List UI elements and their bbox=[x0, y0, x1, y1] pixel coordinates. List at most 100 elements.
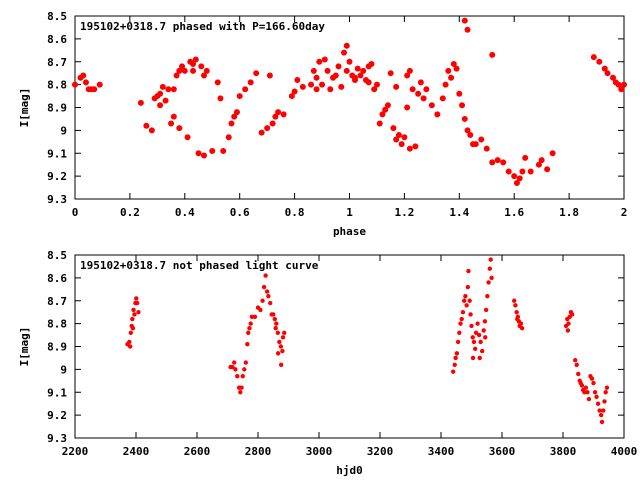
data-point bbox=[485, 293, 490, 299]
data-point bbox=[127, 339, 132, 345]
plot-title: 195102+0318.7 not phased light curve bbox=[80, 259, 319, 272]
y-tick-label: 8.7 bbox=[47, 56, 67, 69]
data-point bbox=[598, 412, 604, 418]
data-point bbox=[460, 309, 466, 315]
data-point bbox=[220, 147, 227, 154]
data-point bbox=[473, 330, 479, 335]
data-point bbox=[136, 309, 141, 315]
data-point bbox=[72, 81, 79, 88]
data-point bbox=[280, 348, 285, 354]
data-point bbox=[338, 83, 345, 90]
data-point bbox=[489, 275, 494, 281]
data-point bbox=[240, 374, 245, 379]
data-point bbox=[565, 328, 571, 333]
data-point bbox=[500, 159, 507, 166]
x-tick-label: 2 bbox=[621, 206, 628, 219]
x-tick-label: 2600 bbox=[184, 445, 211, 458]
data-point bbox=[610, 74, 617, 81]
data-point bbox=[365, 79, 372, 86]
data-point bbox=[294, 77, 301, 84]
data-point bbox=[280, 335, 286, 340]
data-point bbox=[313, 86, 320, 93]
data-point bbox=[242, 86, 249, 93]
data-point bbox=[384, 102, 391, 109]
data-point bbox=[450, 61, 457, 68]
data-point bbox=[583, 385, 589, 390]
data-point bbox=[618, 86, 625, 93]
data-point bbox=[82, 79, 89, 86]
data-point bbox=[463, 293, 468, 299]
data-point bbox=[192, 56, 199, 63]
data-point bbox=[190, 61, 197, 68]
data-point bbox=[130, 316, 135, 322]
x-tick-label: 2400 bbox=[123, 445, 150, 458]
data-point bbox=[591, 380, 596, 386]
data-point bbox=[157, 102, 164, 109]
data-point bbox=[459, 102, 466, 109]
data-point bbox=[247, 326, 252, 331]
data-point bbox=[601, 408, 606, 413]
data-point bbox=[230, 364, 235, 370]
data-point bbox=[471, 339, 477, 345]
data-point bbox=[409, 86, 416, 93]
data-point bbox=[233, 109, 240, 116]
data-point bbox=[335, 63, 342, 70]
x-tick-label: 1.2 bbox=[394, 206, 414, 219]
y-tick-label: 8.8 bbox=[47, 318, 67, 331]
data-point bbox=[373, 81, 380, 88]
data-point bbox=[190, 67, 197, 74]
y-tick-label: 8.9 bbox=[47, 341, 67, 354]
data-point bbox=[277, 339, 282, 345]
data-point bbox=[390, 125, 397, 132]
plot-frame bbox=[74, 254, 625, 439]
data-point bbox=[173, 72, 180, 79]
data-point bbox=[132, 312, 137, 317]
data-point bbox=[273, 326, 278, 331]
data-point bbox=[505, 168, 512, 175]
data-point bbox=[456, 90, 463, 97]
data-point bbox=[544, 166, 551, 173]
x-tick-label: 4000 bbox=[611, 445, 638, 458]
data-point bbox=[248, 321, 253, 326]
data-point bbox=[382, 106, 389, 113]
data-point bbox=[242, 367, 247, 372]
data-point bbox=[417, 79, 424, 86]
x-axis-label: phase bbox=[333, 225, 366, 238]
data-point bbox=[569, 312, 575, 317]
data-point bbox=[232, 360, 237, 365]
data-point bbox=[466, 268, 471, 274]
data-point bbox=[176, 125, 183, 132]
y-tick-label: 9.2 bbox=[47, 409, 67, 422]
data-point bbox=[195, 150, 202, 157]
data-point bbox=[549, 150, 556, 157]
data-point bbox=[282, 330, 287, 335]
data-point bbox=[341, 49, 348, 56]
data-point bbox=[512, 298, 517, 303]
data-point bbox=[475, 321, 480, 326]
data-point bbox=[465, 284, 471, 290]
data-point bbox=[246, 330, 251, 335]
data-point bbox=[272, 113, 279, 120]
y-axis-label: I[mag] bbox=[18, 327, 31, 367]
data-point bbox=[479, 348, 485, 354]
data-point bbox=[181, 67, 188, 74]
data-point bbox=[596, 58, 603, 65]
y-tick-label: 8.6 bbox=[47, 272, 67, 285]
x-tick-label: 1.8 bbox=[559, 206, 579, 219]
data-point bbox=[351, 74, 358, 81]
data-point bbox=[453, 355, 458, 361]
data-point bbox=[594, 394, 599, 400]
data-point bbox=[401, 134, 408, 141]
data-point bbox=[368, 61, 375, 68]
data-point bbox=[261, 284, 267, 290]
y-tick-label: 9 bbox=[60, 124, 67, 137]
data-point bbox=[420, 95, 427, 102]
data-point bbox=[376, 120, 383, 127]
data-point bbox=[423, 86, 430, 93]
data-point bbox=[268, 300, 273, 306]
data-point bbox=[428, 102, 435, 109]
data-point bbox=[483, 335, 488, 340]
x-tick-label: 0 bbox=[72, 206, 79, 219]
data-point bbox=[576, 371, 581, 377]
data-point bbox=[324, 67, 331, 74]
